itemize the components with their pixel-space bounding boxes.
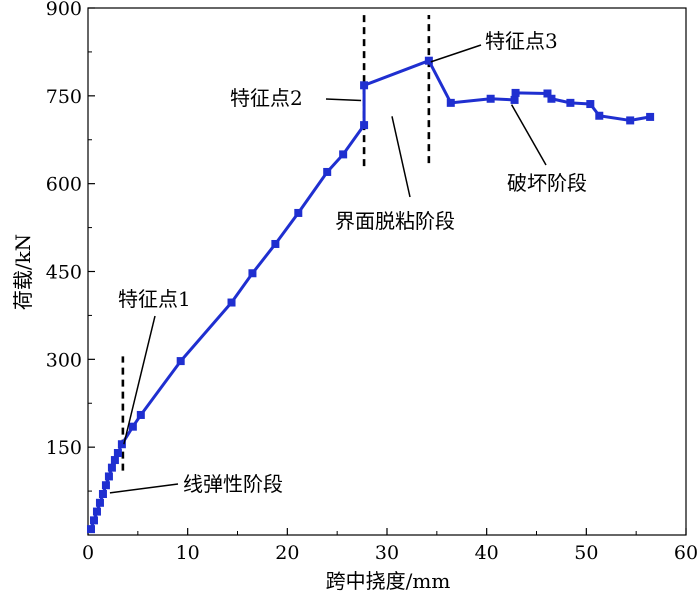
data-point [107, 463, 116, 472]
series-group [86, 56, 655, 534]
data-point [646, 112, 655, 121]
data-point [543, 89, 552, 98]
annotations: 特征点1 线弹性阶段 特征点2 界面脱粘阶段 特征点3 破坏阶段 [109, 29, 587, 496]
data-point [128, 422, 137, 431]
annotation-leader [510, 104, 547, 166]
data-point [95, 498, 104, 507]
data-point [136, 410, 145, 419]
data-point [227, 298, 236, 307]
annotation-label: 特征点3 [485, 29, 558, 53]
data-point [113, 449, 122, 458]
x-axis-title: 跨中挠度/mm [326, 569, 451, 593]
x-tick-label: 30 [375, 542, 399, 564]
data-point [323, 167, 332, 176]
annotation-leader [109, 483, 179, 494]
data-point [294, 208, 303, 217]
data-point [104, 472, 113, 481]
annotation-leader [391, 116, 411, 198]
y-axis-title: 荷载/kN [11, 234, 35, 310]
y-tick-label: 600 [46, 174, 82, 196]
axes [87, 7, 687, 536]
x-tick-label: 10 [176, 542, 200, 564]
data-point [566, 98, 575, 107]
data-point [117, 440, 126, 449]
data-point [248, 269, 257, 278]
y-ticks: 150 300 450 600 750 900 [46, 0, 95, 492]
data-point [101, 481, 110, 490]
y-tick-label: 750 [46, 86, 82, 108]
data-point [360, 121, 369, 130]
data-point [89, 516, 98, 525]
plot-frame [87, 7, 687, 536]
y-tick-label: 300 [46, 349, 82, 371]
data-point [271, 239, 280, 248]
data-point [586, 100, 595, 109]
data-point [86, 525, 95, 534]
data-point [424, 56, 433, 65]
x-tick-label: 0 [82, 542, 94, 564]
x-tick-label: 20 [275, 542, 299, 564]
annotation-label: 特征点2 [230, 86, 303, 110]
data-point [360, 81, 369, 90]
annotation-label: 线弹性阶段 [183, 472, 283, 496]
y-tick-label: 900 [46, 0, 82, 20]
data-point [92, 507, 101, 516]
x-tick-label: 40 [475, 542, 499, 564]
annotation-label: 特征点1 [118, 287, 191, 311]
y-tick-label: 450 [46, 262, 82, 284]
data-point [486, 94, 495, 103]
y-tick-label: 150 [46, 437, 82, 459]
data-point [595, 111, 604, 120]
data-point [511, 88, 520, 97]
annotation-label: 破坏阶段 [507, 171, 587, 195]
data-point [547, 94, 556, 103]
data-point [176, 357, 185, 366]
annotation-leader [123, 315, 156, 445]
data-point [510, 95, 519, 104]
annotation-leader [325, 98, 362, 102]
annotation-label: 界面脱粘阶段 [335, 209, 455, 233]
data-point [98, 490, 107, 499]
data-point [446, 98, 455, 107]
annotation-leader [430, 44, 482, 63]
data-point [626, 116, 635, 125]
x-tick-label: 60 [674, 542, 698, 564]
data-point [110, 456, 119, 465]
x-ticks: 0 10 20 30 40 50 60 [82, 528, 698, 564]
x-tick-label: 50 [574, 542, 598, 564]
data-point [339, 150, 348, 159]
